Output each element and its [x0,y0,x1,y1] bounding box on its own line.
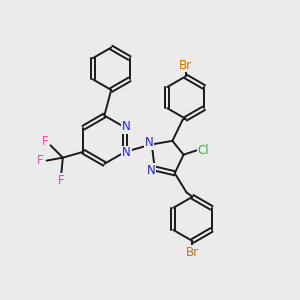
Text: Cl: Cl [197,144,209,157]
Text: Br: Br [186,246,199,259]
Text: F: F [58,174,65,187]
Text: N: N [145,136,154,149]
Text: F: F [37,154,44,167]
Text: N: N [122,146,131,159]
Text: N: N [147,164,156,176]
Text: F: F [42,135,49,148]
Text: Br: Br [179,59,192,72]
Text: N: N [122,120,131,133]
